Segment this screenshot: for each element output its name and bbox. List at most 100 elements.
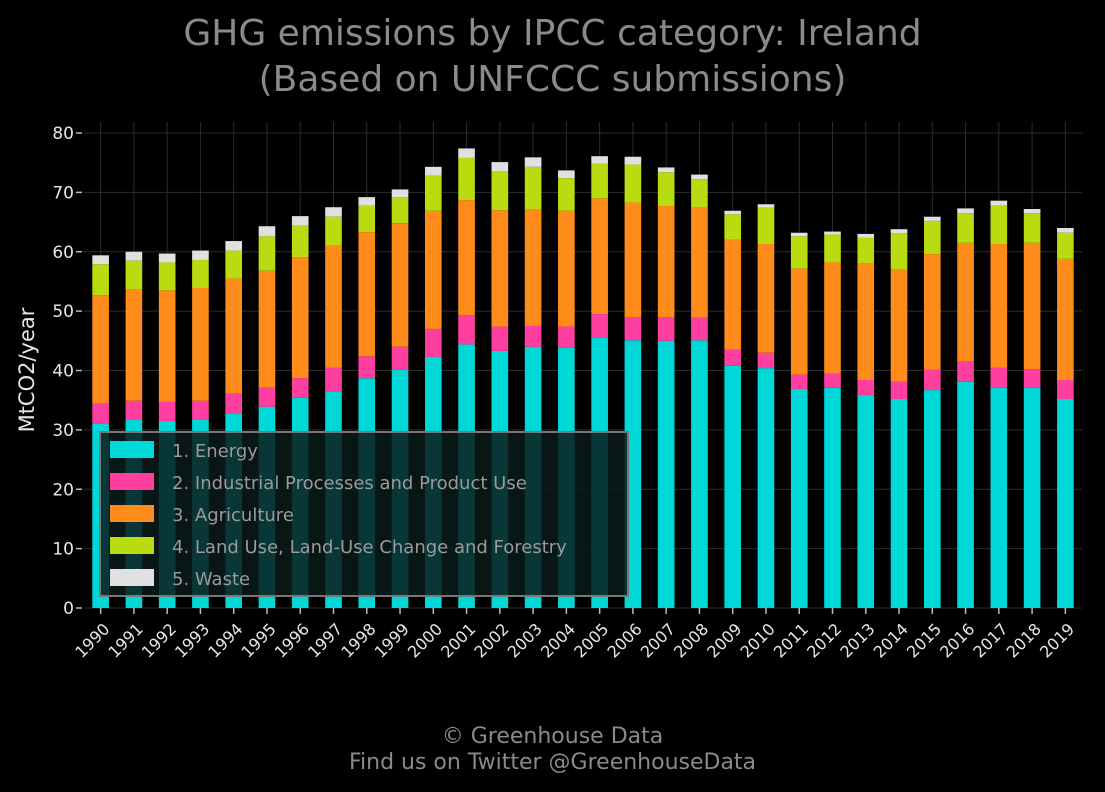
bar-segment-4-2013	[857, 237, 875, 264]
bar-segment-4-2007	[657, 172, 675, 207]
y-tick-label: 70	[52, 183, 74, 203]
bar-segment-3-2002	[491, 210, 509, 327]
legend-box	[99, 431, 629, 597]
bar-segment-2-2018	[1023, 369, 1041, 388]
x-tick-label: 2014	[870, 619, 912, 661]
legend-label: 1. Energy	[172, 441, 258, 462]
bar-segment-4-2011	[790, 236, 808, 269]
bar-segment-4-1991	[125, 260, 143, 290]
bar-segment-5-1990	[92, 255, 109, 265]
y-tick-label: 30	[52, 421, 74, 441]
bar-segment-5-1996	[291, 216, 309, 226]
bar-segment-3-2012	[824, 262, 841, 374]
bar-segment-3-2011	[790, 268, 808, 375]
legend-swatch	[110, 473, 154, 490]
x-tick-label: 2005	[570, 619, 612, 661]
bar-segment-3-1997	[325, 245, 342, 368]
chart-title-line1: GHG emissions by IPCC category: Ireland	[183, 13, 922, 54]
bar-segment-2-2016	[957, 361, 974, 382]
x-tick-label: 1998	[337, 619, 379, 661]
bar-segment-5-1991	[125, 251, 143, 261]
bar-segment-5-2016	[957, 208, 974, 214]
bar-segment-3-2017	[990, 244, 1008, 368]
y-tick-label: 10	[52, 540, 74, 560]
bar-segment-3-2016	[957, 242, 974, 361]
bar-segment-4-2004	[558, 178, 575, 211]
chart-title-line2: (Based on UNFCCC submissions)	[258, 59, 847, 100]
bar-segment-3-2009	[724, 239, 742, 350]
x-tick-label: 1997	[304, 619, 346, 661]
x-tick-label: 2000	[404, 619, 446, 661]
bar-segment-5-2013	[857, 233, 875, 238]
bar-segment-3-1993	[192, 287, 209, 401]
footer-twitter: Find us on Twitter @GreenhouseData	[348, 750, 757, 775]
bar-segment-4-2010	[757, 207, 775, 245]
bar-segment-5-2008	[691, 174, 708, 180]
bar-segment-2-2007	[657, 317, 675, 341]
bar-segment-3-2007	[657, 206, 675, 318]
bar-segment-3-2008	[691, 207, 708, 318]
bar-segment-3-2013	[857, 263, 875, 380]
bar-segment-2-1990	[92, 403, 109, 424]
bar-segment-2-1994	[225, 393, 243, 414]
bar-segment-4-2018	[1023, 213, 1041, 243]
bar-segment-4-2019	[1057, 232, 1074, 259]
bar-segment-2-2004	[558, 326, 575, 348]
legend: 1. Energy 2. Industrial Processes and Pro…	[99, 431, 629, 597]
bar-segment-3-2004	[558, 210, 575, 327]
bar-segment-2-1996	[291, 378, 309, 398]
bar-segment-2-2000	[424, 328, 442, 357]
bar-segment-2-1992	[158, 401, 176, 421]
bar-segment-4-1999	[391, 197, 409, 224]
x-tick-label: 1992	[138, 619, 180, 661]
x-tick-label: 2007	[637, 619, 679, 661]
bar-segment-1-2008	[691, 340, 708, 608]
x-tick-label: 1991	[105, 619, 147, 661]
bar-segment-5-2005	[591, 156, 608, 164]
legend-label: 4. Land Use, Land-Use Change and Forestr…	[172, 537, 567, 558]
bar-segment-2-2012	[824, 373, 841, 388]
bar-segment-3-2006	[624, 202, 642, 318]
x-tick-label: 2012	[803, 619, 845, 661]
x-tick-label: 1995	[238, 619, 280, 661]
bar-segment-5-2007	[657, 167, 675, 173]
bar-segment-2-2019	[1057, 380, 1074, 399]
bar-segment-5-2012	[824, 231, 841, 235]
x-tick-label: 2004	[537, 619, 579, 661]
bar-segment-1-2014	[890, 399, 908, 608]
legend-swatch	[110, 569, 154, 586]
legend-swatch	[110, 505, 154, 522]
bar-segment-1-2013	[857, 394, 875, 608]
bar-segment-1-2007	[657, 340, 675, 608]
bar-segment-3-2003	[524, 209, 542, 326]
bar-segment-4-2002	[491, 171, 509, 211]
bar-segment-1-2010	[757, 368, 775, 608]
bar-segment-4-2008	[691, 179, 708, 208]
bar-segment-2-1998	[358, 356, 376, 379]
bar-segment-3-2005	[591, 198, 608, 315]
bar-segment-3-1995	[258, 270, 276, 388]
bar-segment-5-1999	[391, 189, 409, 198]
bar-segment-1-2017	[990, 387, 1008, 608]
bar-segment-2-2003	[524, 325, 542, 347]
bar-segment-5-2014	[890, 229, 908, 234]
x-tick-label: 2002	[470, 619, 512, 661]
bar-segment-3-1996	[291, 257, 309, 379]
bar-segment-4-1992	[158, 262, 176, 291]
bar-segment-1-2015	[923, 390, 941, 608]
x-tick-label: 2009	[703, 619, 745, 661]
bar-segment-1-2016	[957, 381, 974, 608]
bar-segment-5-1995	[258, 226, 276, 237]
bar-segment-5-2018	[1023, 209, 1041, 214]
bar-segment-2-2015	[923, 369, 941, 391]
x-tick-label: 1993	[171, 619, 213, 661]
bar-segment-5-1994	[225, 241, 243, 251]
bar-segment-3-2001	[458, 200, 475, 316]
y-tick-label: 60	[52, 243, 74, 263]
bar-segment-2-2002	[491, 326, 509, 351]
footer-copyright: © Greenhouse Data	[441, 724, 664, 749]
bar-segment-5-2003	[524, 157, 542, 167]
x-tick-label: 2013	[836, 619, 878, 661]
bar-segment-2-2005	[591, 314, 608, 338]
